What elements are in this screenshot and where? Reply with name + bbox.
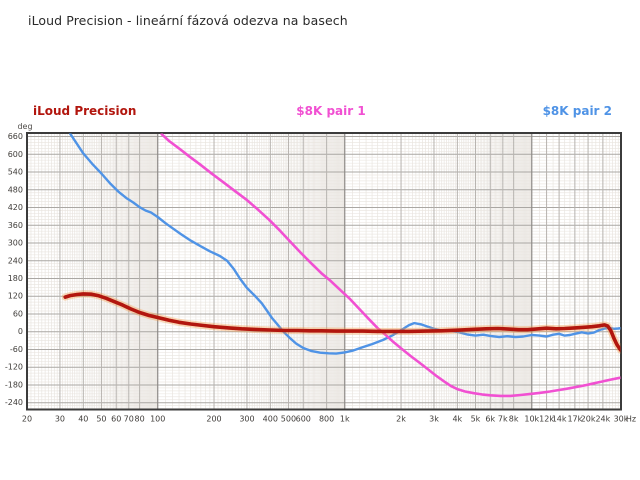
legend-8k-pair-1: $8K pair 1 (296, 104, 366, 118)
svg-text:3k: 3k (429, 415, 439, 424)
svg-text:6k: 6k (485, 415, 495, 424)
svg-text:300: 300 (8, 239, 23, 248)
svg-text:600: 600 (8, 150, 23, 159)
svg-text:500: 500 (281, 415, 296, 424)
page-title: iLoud Precision - lineární fázová odezva… (28, 13, 348, 28)
svg-text:200: 200 (206, 415, 221, 424)
svg-text:20: 20 (22, 415, 32, 424)
legend-iloud-precision: iLoud Precision (33, 104, 137, 118)
series-group (61, 133, 621, 398)
svg-text:10k: 10k (524, 415, 539, 424)
svg-text:60: 60 (13, 309, 23, 318)
series-line--8k-pair-1 (160, 133, 621, 398)
svg-text:400: 400 (263, 415, 278, 424)
svg-text:800: 800 (319, 415, 334, 424)
svg-text:24k: 24k (595, 415, 610, 424)
svg-text:70: 70 (124, 415, 134, 424)
svg-text:12k: 12k (539, 415, 554, 424)
svg-text:-120: -120 (5, 363, 23, 372)
svg-text:7k: 7k (498, 415, 508, 424)
svg-text:4k: 4k (452, 415, 462, 424)
svg-text:240: 240 (8, 256, 23, 265)
svg-text:360: 360 (8, 221, 23, 230)
svg-text:14k: 14k (552, 415, 567, 424)
svg-text:660: 660 (8, 132, 23, 141)
svg-text:180: 180 (8, 274, 23, 283)
svg-text:540: 540 (8, 168, 23, 177)
svg-text:Hz: Hz (626, 415, 636, 424)
svg-text:-60: -60 (10, 345, 23, 354)
svg-text:120: 120 (8, 292, 23, 301)
svg-text:30: 30 (55, 415, 65, 424)
svg-text:30k: 30k (614, 415, 629, 424)
svg-text:2k: 2k (396, 415, 406, 424)
svg-text:8k: 8k (509, 415, 519, 424)
svg-text:-180: -180 (5, 380, 23, 389)
svg-text:17k: 17k (567, 415, 582, 424)
grid-minor (27, 133, 621, 410)
svg-text:60: 60 (111, 415, 121, 424)
svg-text:20k: 20k (581, 415, 596, 424)
svg-text:5k: 5k (471, 415, 481, 424)
grid-major (27, 133, 621, 410)
axis-labels: 660600540480420360300240180120600-60-120… (5, 122, 636, 424)
svg-text:80: 80 (135, 415, 145, 424)
svg-text:deg: deg (17, 122, 32, 131)
svg-text:40: 40 (78, 415, 88, 424)
plot-frame (26, 132, 622, 411)
series-line-iloud-precision (63, 292, 621, 353)
svg-text:0: 0 (18, 327, 23, 336)
svg-text:50: 50 (96, 415, 106, 424)
svg-text:300: 300 (239, 415, 254, 424)
svg-text:420: 420 (8, 203, 23, 212)
svg-text:100: 100 (150, 415, 165, 424)
svg-text:1k: 1k (340, 415, 350, 424)
svg-text:480: 480 (8, 185, 23, 194)
legend-8k-pair-2: $8K pair 2 (542, 104, 612, 118)
svg-text:600: 600 (296, 415, 311, 424)
series-line--8k-pair-2 (68, 133, 621, 355)
svg-text:-240: -240 (5, 398, 23, 407)
